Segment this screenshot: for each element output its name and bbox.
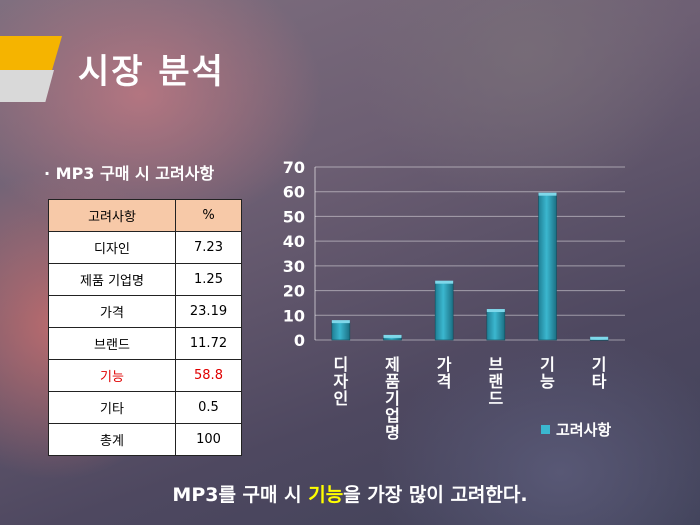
bar-top [383,334,402,338]
title-accent-yellow [0,36,62,70]
table-row-total: 총계 100 [48,423,242,456]
table-cell-name: 브랜드 [48,327,176,360]
bar [486,310,506,341]
bar-top [538,192,557,196]
bar-top [486,309,505,313]
y-tick-label: 10 [283,306,305,325]
y-tick-label: 40 [283,232,305,251]
bar [434,282,454,341]
bar [538,194,557,341]
y-tick-label: 60 [283,183,305,202]
page-title: 시장 분석 [78,52,225,92]
legend-swatch [541,425,550,434]
table-cell-value: 11.72 [175,327,242,360]
table-row-highlight: 기능 58.8 [48,359,242,392]
chart-legend: 고려사항 [541,419,611,440]
table-cell-name: 총계 [48,423,176,456]
table-cell-name: 기능 [48,359,176,392]
table-cell-value: 0.5 [175,391,242,424]
y-tick-label: 50 [283,207,305,226]
bar-top [435,280,454,284]
conclusion-text-before: MP3를 구매 시 [172,484,309,506]
bar-chart: 0 10 20 30 40 50 60 70 디 자 인 제 품 기 업 명 가 격 브 랜 드 기 능 기 타 [283,158,625,442]
table-header-percent: % [175,199,242,232]
y-tick-label: 70 [283,158,305,177]
y-tick-label: 20 [283,282,305,301]
legend-label: 고려사항 [556,421,612,439]
data-table: 고려사항 % 디자인 7.23 제품 기업명 1.25 가격 23.19 브랜드… [48,199,242,456]
table-cell-name: 가격 [48,295,176,328]
table-cell-value: 58.8 [175,359,242,392]
table-row: 브랜드 11.72 [48,327,242,360]
table-header-row: 고려사항 % [48,199,242,232]
table-cell-value: 7.23 [175,231,242,264]
conclusion-text-after: 을 가장 많이 고려한다. [343,484,528,506]
chart-subtitle: · MP3 구매 시 고려사항 [44,164,215,183]
title-accent-gray [0,70,54,102]
table-cell-name: 디자인 [48,231,176,264]
table-cell-value: 100 [175,423,242,456]
bar-top [590,336,609,340]
table-cell-value: 1.25 [175,263,242,296]
table-row: 가격 23.19 [48,295,242,328]
conclusion-text: MP3를 구매 시 기능을 가장 많이 고려한다. [0,480,700,507]
conclusion-text-accent: 기능 [308,484,344,506]
table-row: 디자인 7.23 [48,231,242,264]
table-cell-name: 제품 기업명 [48,263,176,296]
y-tick-label: 0 [294,331,305,350]
table-cell-name: 기타 [48,391,176,424]
table-row: 제품 기업명 1.25 [48,263,242,296]
table-header-name: 고려사항 [48,199,176,232]
table-cell-value: 23.19 [175,295,242,328]
y-tick-label: 30 [283,257,305,276]
table-row: 기타 0.5 [48,391,242,424]
bar-top [331,320,350,324]
bar [331,321,351,341]
